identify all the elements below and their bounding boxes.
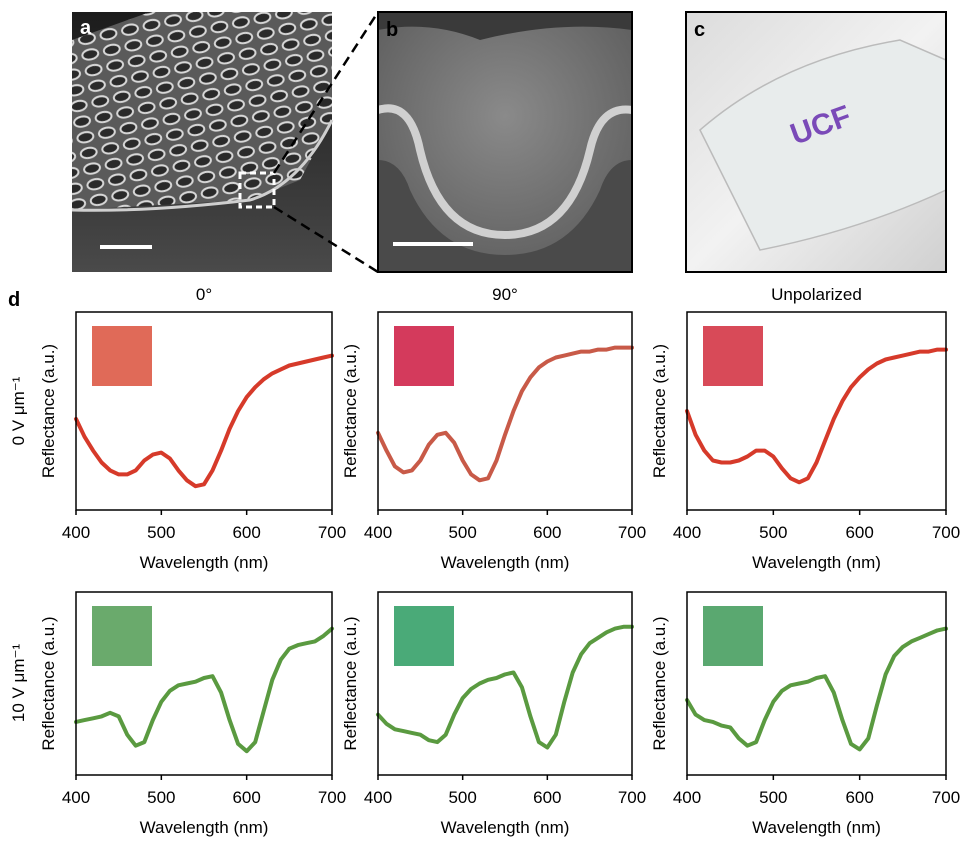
data-line: [376, 345, 634, 483]
data-line: [74, 353, 334, 489]
sem-image-a: a: [71, 12, 334, 272]
inset-swatch: [394, 606, 454, 666]
x-tick-label: 700: [932, 523, 960, 542]
x-axis-label: Wavelength (nm): [752, 553, 881, 572]
x-axis-label: Wavelength (nm): [752, 818, 881, 837]
inset-swatch: [92, 606, 152, 666]
data-line: [74, 626, 334, 754]
x-tick-label: 400: [364, 788, 392, 807]
x-tick-label: 600: [232, 788, 260, 807]
x-tick-label: 400: [673, 788, 701, 807]
y-axis-label: Reflectance (a.u.): [341, 344, 360, 478]
x-tick-label: 500: [448, 788, 476, 807]
x-axis-label: Wavelength (nm): [140, 553, 269, 572]
x-axis-label: Wavelength (nm): [140, 818, 269, 837]
x-tick-label: 500: [448, 523, 476, 542]
data-line: [685, 626, 948, 752]
chart-title: Unpolarized: [771, 285, 862, 304]
panel-label: a: [80, 17, 92, 39]
plot-frame: [75, 591, 333, 776]
x-tick-label: 400: [673, 523, 701, 542]
panel-label: b: [386, 19, 398, 41]
x-tick-label: 400: [62, 523, 90, 542]
x-tick-label: 500: [147, 788, 175, 807]
x-tick-label: 500: [147, 523, 175, 542]
plot-frame: [686, 591, 947, 776]
x-axis-label: Wavelength (nm): [441, 553, 570, 572]
inset-swatch: [703, 326, 763, 386]
data-line: [685, 347, 948, 485]
plot-frame: [377, 311, 633, 511]
row-label: 10 V μm⁻¹: [9, 644, 28, 723]
panel-label: c: [694, 19, 705, 41]
x-tick-label: 600: [845, 523, 873, 542]
plot-frame: [377, 591, 633, 776]
x-tick-label: 700: [318, 788, 346, 807]
plot-frame: [686, 311, 947, 511]
x-tick-label: 700: [618, 788, 646, 807]
x-tick-label: 700: [932, 788, 960, 807]
x-tick-label: 500: [759, 523, 787, 542]
plot-frame: [75, 311, 333, 511]
x-axis-label: Wavelength (nm): [441, 818, 570, 837]
y-axis-label: Reflectance (a.u.): [650, 344, 669, 478]
x-tick-label: 600: [533, 523, 561, 542]
inset-swatch: [92, 326, 152, 386]
x-tick-label: 400: [62, 788, 90, 807]
row-label: 0 V μm⁻¹: [9, 376, 28, 445]
x-tick-label: 600: [232, 523, 260, 542]
y-axis-label: Reflectance (a.u.): [650, 616, 669, 750]
inset-swatch: [394, 326, 454, 386]
x-tick-label: 400: [364, 523, 392, 542]
inset-swatch: [703, 606, 763, 666]
data-line: [376, 624, 634, 750]
x-tick-label: 500: [759, 788, 787, 807]
x-tick-label: 600: [845, 788, 873, 807]
zoom-line: [273, 205, 379, 274]
sem-image-b: b: [376, 11, 633, 273]
panel-label: d: [8, 289, 20, 311]
x-tick-label: 700: [618, 523, 646, 542]
y-axis-label: Reflectance (a.u.): [39, 344, 58, 478]
x-tick-label: 600: [533, 788, 561, 807]
y-axis-label: Reflectance (a.u.): [39, 616, 58, 750]
x-tick-label: 700: [318, 523, 346, 542]
photo-c: UCF c: [685, 11, 947, 273]
chart-title: 90°: [492, 285, 518, 304]
chart-title: 0°: [196, 285, 212, 304]
y-axis-label: Reflectance (a.u.): [341, 616, 360, 750]
